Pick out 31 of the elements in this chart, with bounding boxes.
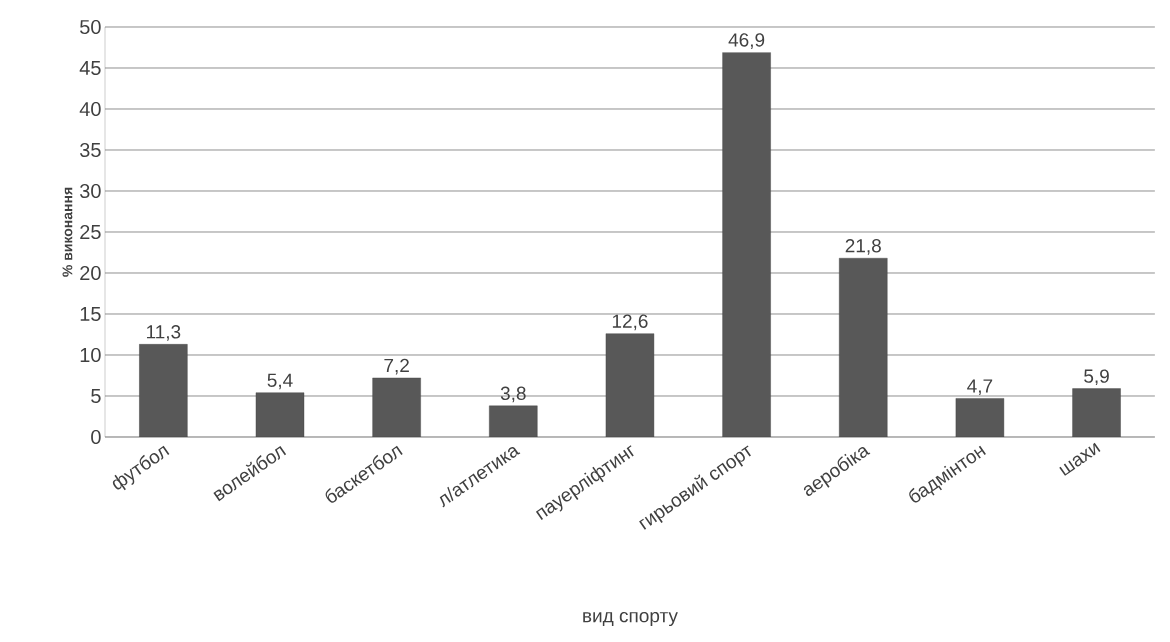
bar	[1072, 388, 1121, 437]
data-label: 3,8	[500, 386, 526, 403]
data-label: 11,3	[147, 325, 181, 341]
data-label: 7,2	[384, 358, 409, 375]
bar	[955, 398, 1005, 437]
data-label: 12,6	[612, 314, 648, 331]
y-axis-title: % виконання	[62, 187, 73, 277]
y-tick-label: 50	[80, 19, 101, 35]
y-tick-label: 25	[80, 224, 101, 240]
data-label: 5,4	[267, 373, 293, 390]
data-label: 46,9	[728, 33, 765, 49]
bar	[255, 392, 305, 437]
x-axis-title: вид спорту	[583, 611, 678, 627]
bar	[605, 333, 655, 437]
y-tick-label: 20	[80, 265, 101, 281]
bar	[722, 52, 771, 437]
y-tick-label: 30	[80, 183, 101, 199]
data-label: 5,9	[1084, 369, 1109, 386]
bar	[839, 258, 888, 437]
y-tick-label: 40	[79, 101, 101, 117]
y-tick-label: 45	[79, 61, 101, 75]
bar	[372, 377, 421, 437]
bar	[139, 344, 188, 437]
data-label: 4,7	[967, 379, 993, 395]
y-tick-label: 35	[80, 142, 101, 158]
bar	[489, 405, 538, 437]
y-tick-label: 15	[80, 307, 101, 321]
y-tick-label: 10	[80, 347, 101, 363]
data-label: 21,8	[845, 239, 881, 255]
y-tick-label: 5	[91, 389, 101, 403]
y-tick-label: 0	[91, 429, 101, 445]
